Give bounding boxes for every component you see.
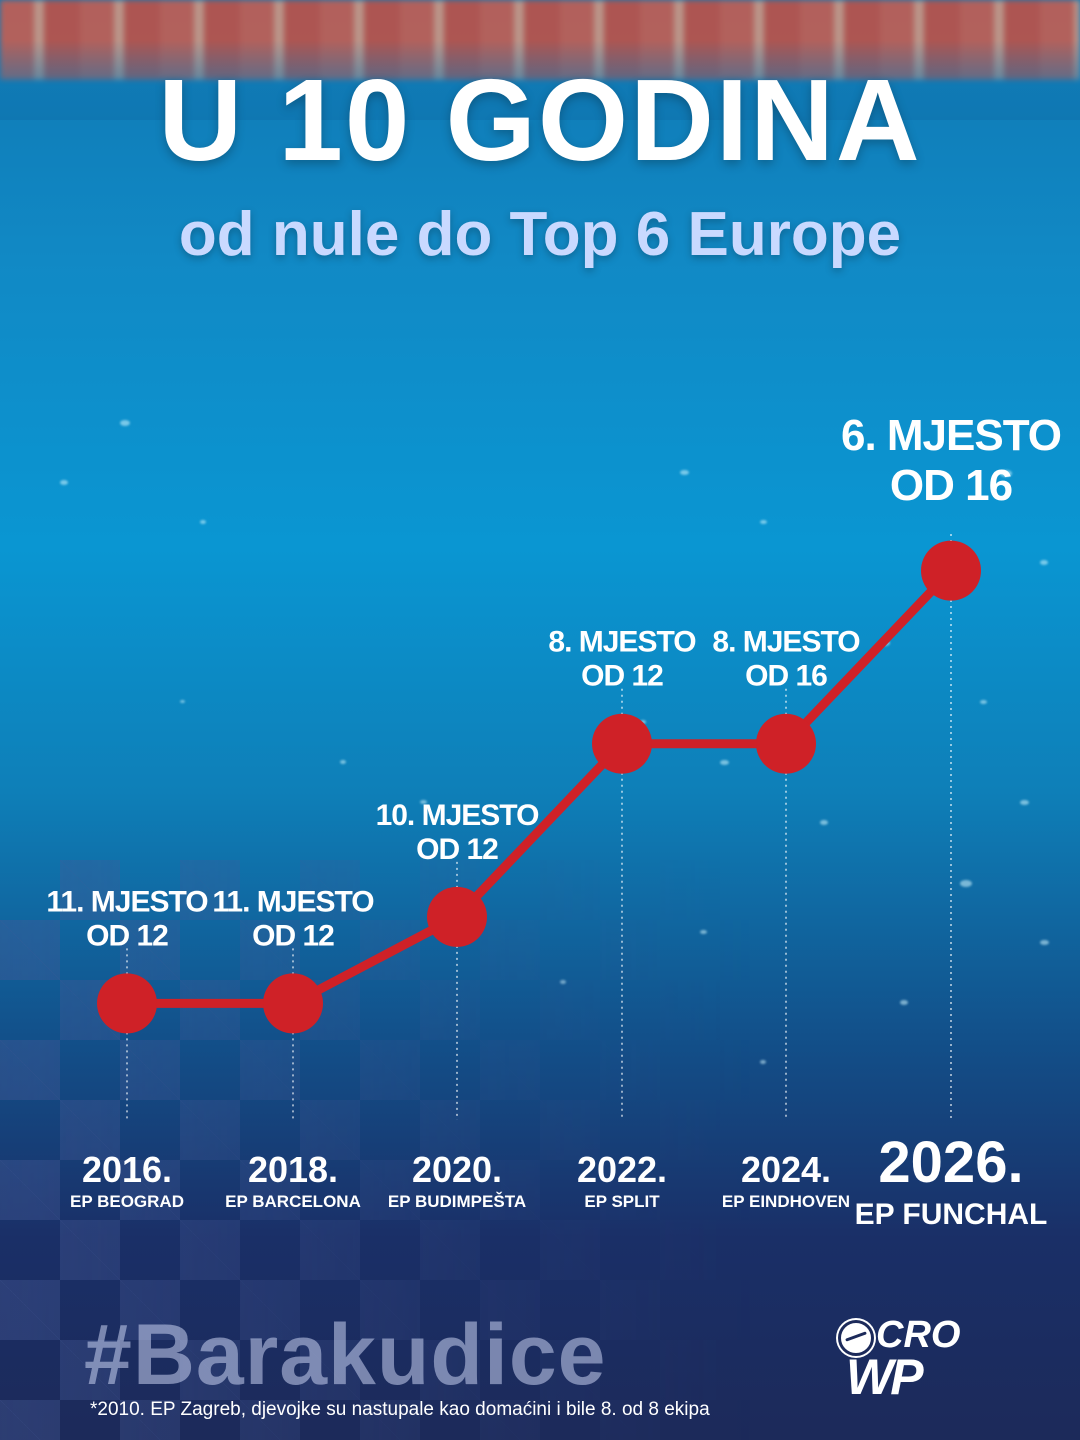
page-title: U 10 GODINA — [158, 55, 922, 185]
sparkle — [900, 1000, 908, 1005]
sparkle — [820, 820, 828, 825]
point-label: OD 12 — [416, 833, 498, 866]
year-tick-label: 2022. — [577, 1149, 667, 1190]
point-label: 8. MJESTO — [712, 626, 860, 659]
logo-text-top: CRO — [876, 1314, 961, 1356]
event-label: EP FUNCHAL — [855, 1198, 1048, 1231]
data-point — [921, 540, 981, 601]
point-label: 10. MJESTO — [376, 799, 540, 832]
sparkle — [720, 760, 729, 765]
event-label: EP EINDHOVEN — [722, 1192, 850, 1211]
sparkle — [640, 720, 646, 724]
sparkle — [700, 930, 707, 934]
point-label: OD 16 — [745, 660, 827, 693]
sparkle — [180, 700, 185, 703]
footnote: *2010. EP Zagreb, djevojke su nastupale … — [90, 1399, 710, 1420]
point-label: 11. MJESTO — [212, 885, 374, 918]
sparkle — [340, 760, 346, 764]
sparkle — [200, 520, 206, 524]
data-point — [427, 886, 487, 947]
sparkle — [560, 980, 566, 984]
sparkle — [1000, 470, 1012, 477]
logo-text-bottom: WP — [846, 1349, 924, 1405]
sparkle — [680, 470, 689, 475]
lane-rope-fade — [0, 40, 1080, 120]
point-label: 6. MJESTO — [841, 411, 1061, 460]
year-tick-label: 2026. — [878, 1130, 1023, 1195]
crowp-logo: CRO WP — [838, 1314, 998, 1402]
water-polo-ball-icon — [838, 1320, 874, 1356]
sparkle — [120, 420, 130, 426]
event-label: EP BEOGRAD — [70, 1192, 184, 1211]
data-point — [592, 713, 652, 774]
page-subtitle: od nule do Top 6 Europe — [178, 200, 902, 269]
point-label: OD 12 — [252, 919, 334, 952]
point-label: OD 16 — [890, 461, 1012, 510]
sparkle — [1040, 560, 1048, 565]
year-tick-label: 2016. — [82, 1149, 172, 1190]
sparkle — [420, 800, 427, 804]
sparkle — [980, 700, 987, 704]
point-label: OD 12 — [86, 919, 168, 952]
sparkle — [1020, 800, 1029, 805]
point-label: OD 12 — [581, 660, 663, 693]
sparkle — [760, 1060, 766, 1064]
point-label: 8. MJESTO — [548, 626, 696, 659]
checkerboard-pattern — [0, 860, 1080, 1440]
point-label: 11. MJESTO — [46, 885, 208, 918]
sparkle — [60, 480, 68, 485]
year-tick-label: 2020. — [412, 1149, 502, 1190]
event-label: EP BUDIMPEŠTA — [388, 1192, 526, 1211]
data-point — [263, 973, 323, 1034]
year-tick-label: 2018. — [248, 1149, 338, 1190]
event-label: EP BARCELONA — [225, 1192, 361, 1211]
sparkle — [760, 520, 767, 524]
data-point — [97, 973, 157, 1034]
data-point — [756, 713, 816, 774]
sparkle — [960, 880, 972, 887]
sparkle — [1040, 940, 1049, 945]
hashtag: #Barakudice — [84, 1307, 607, 1403]
event-label: EP SPLIT — [584, 1192, 660, 1211]
year-tick-label: 2024. — [741, 1149, 831, 1190]
